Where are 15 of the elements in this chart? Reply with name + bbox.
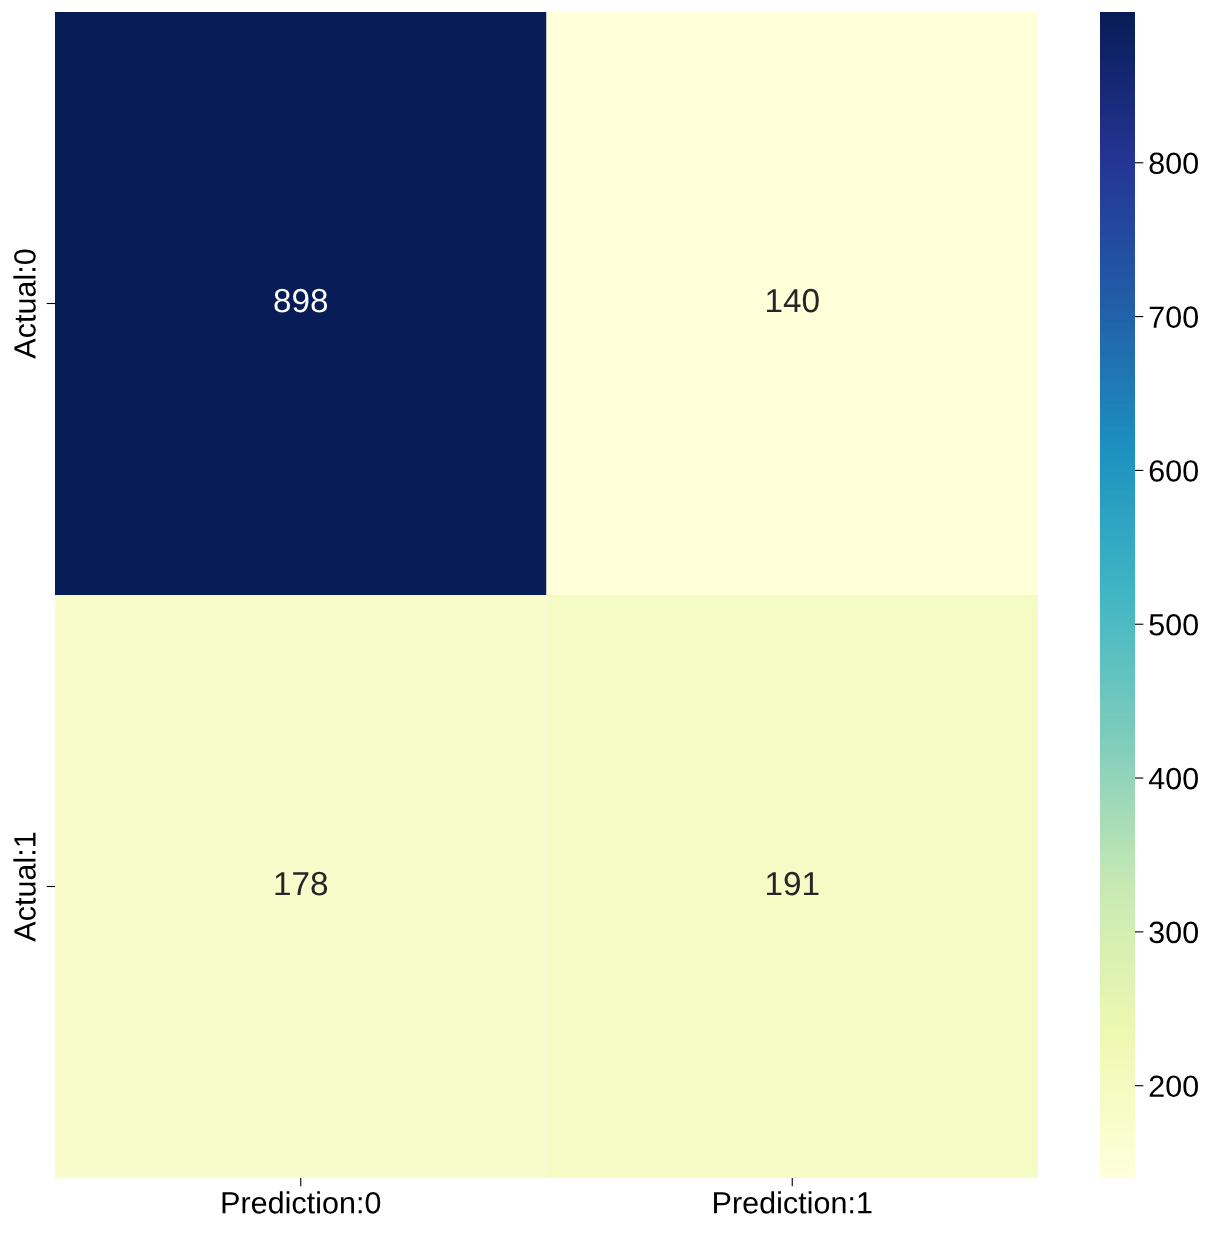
data-label: 191 xyxy=(766,871,819,896)
color-bar-label: 800 xyxy=(1149,152,1198,175)
data-label: 178 xyxy=(275,871,328,896)
color-bar-label: 200 xyxy=(1149,1075,1198,1098)
color-bar-label: 600 xyxy=(1149,460,1198,482)
color-bar-label: 300 xyxy=(1149,921,1198,944)
x-tick-label: Prediction:0 xyxy=(222,1191,381,1214)
color-bar-label: 500 xyxy=(1149,613,1198,636)
x-tick-label: Prediction:1 xyxy=(714,1191,872,1214)
data-label: 898 xyxy=(274,288,328,313)
y-tick-label: Actual:0 xyxy=(13,249,36,359)
color-bar-label: 700 xyxy=(1149,306,1198,328)
color-bar-label: 400 xyxy=(1148,767,1198,790)
data-label: 140 xyxy=(766,288,819,313)
y-tick-label: Actual:1 xyxy=(13,832,36,942)
